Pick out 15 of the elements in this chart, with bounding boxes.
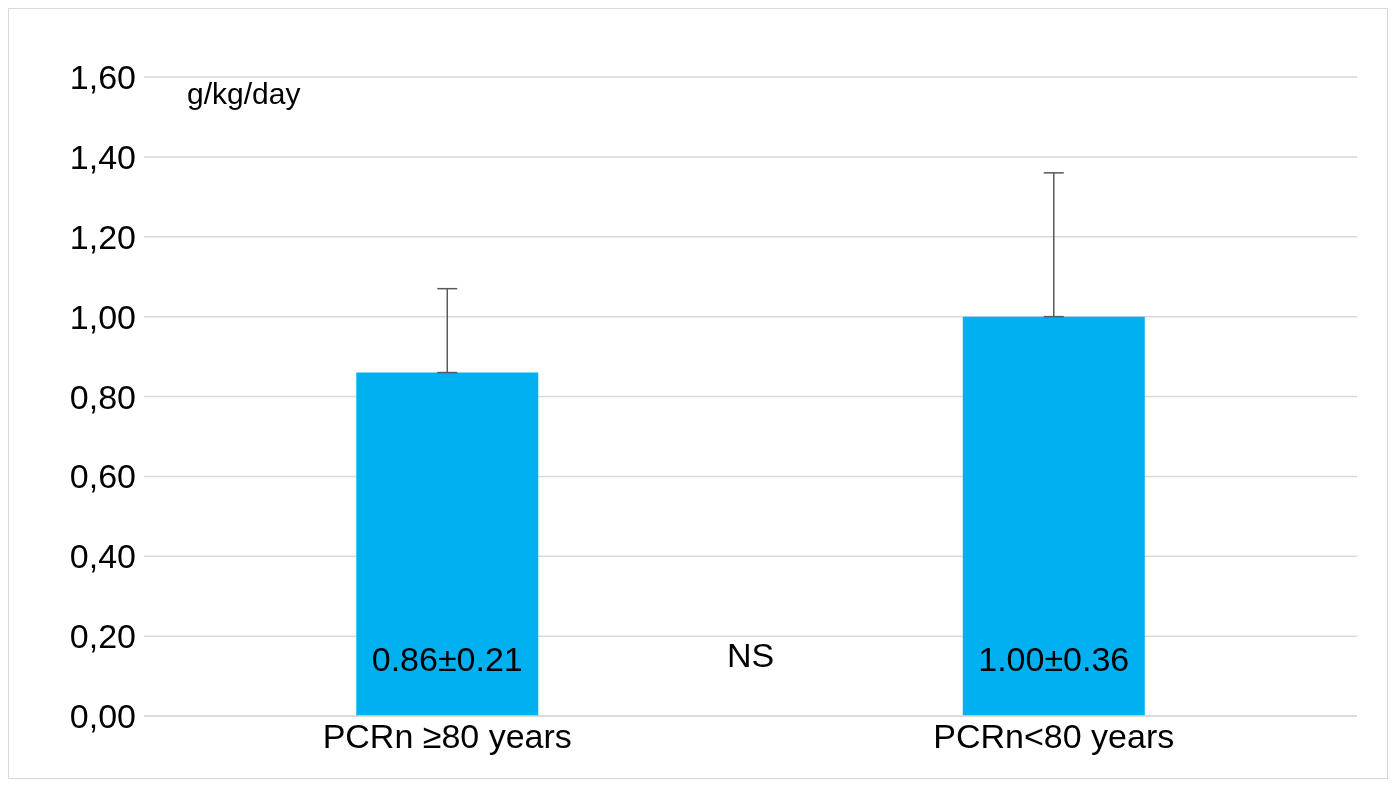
x-tick-label: PCRn ≥80 years (322, 717, 572, 756)
y-tick-label: 1,60 (69, 58, 136, 97)
data-label: 1.00±0.36 (978, 640, 1130, 678)
y-tick-label: 0,80 (69, 377, 136, 416)
y-tick-label: 1,20 (69, 217, 136, 256)
annotation: NS (726, 636, 775, 676)
x-tick-label: PCRn<80 years (933, 717, 1175, 756)
y-tick-label: 1,40 (69, 137, 136, 176)
y-axis-title: g/kg/day (187, 77, 301, 111)
y-tick-label: 0,40 (69, 537, 136, 576)
y-tick-label: 0,20 (69, 617, 136, 656)
data-label: 0.86±0.21 (371, 640, 523, 678)
y-tick-label: 0,00 (69, 697, 136, 736)
y-tick-label: 0,60 (69, 457, 136, 496)
y-tick-label: 1,00 (69, 297, 136, 336)
